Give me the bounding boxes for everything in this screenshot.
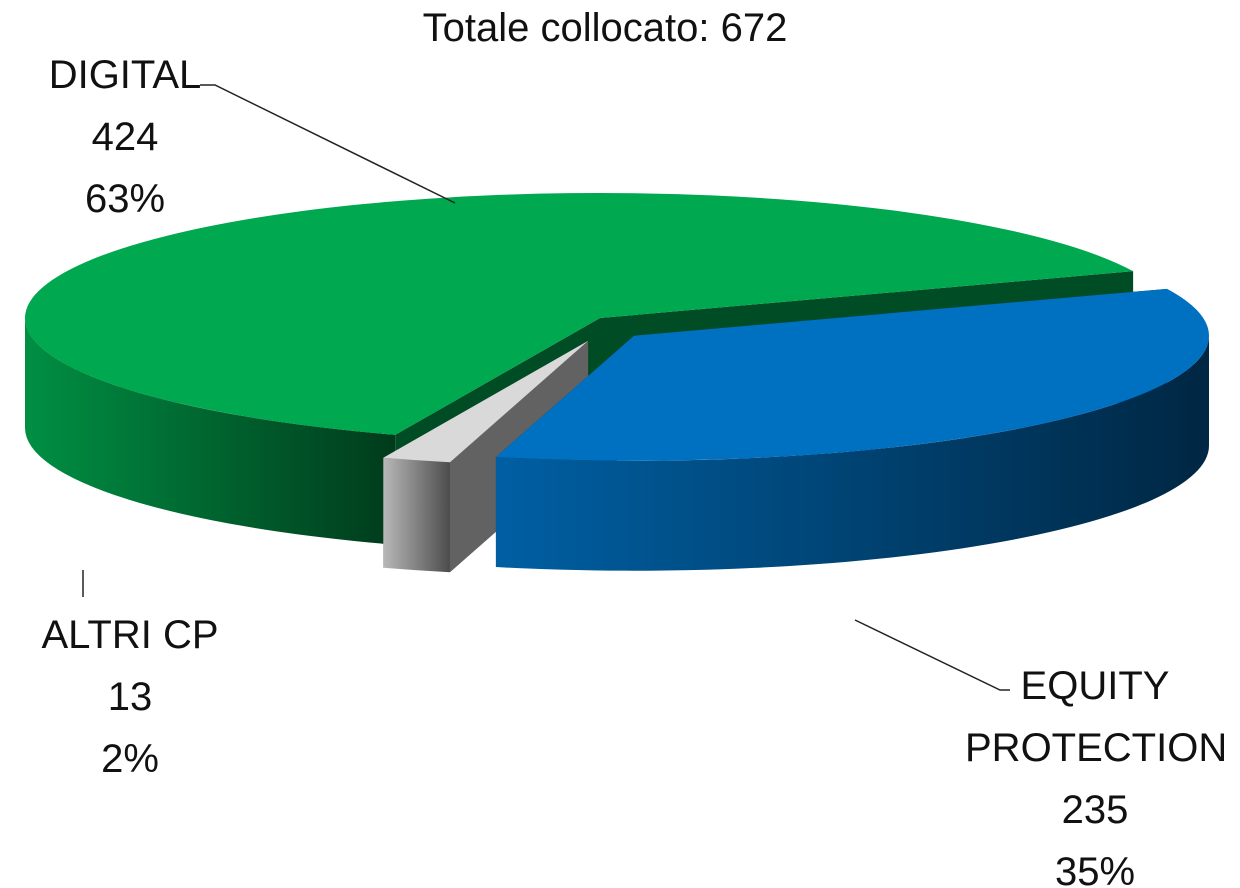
leader-line (200, 84, 456, 204)
label-name: DIGITAL (48, 53, 202, 97)
slice-side (383, 457, 450, 573)
slice (495, 288, 1209, 571)
chart-title: Totale collocato: 672 (422, 6, 788, 50)
label-percent: 2% (101, 737, 159, 781)
label-percent: 63% (84, 177, 166, 221)
slice-label: ALTRI CP 13 2% (20, 604, 240, 790)
slice-label: EQUITY PROTECTION 235 35% (965, 655, 1228, 888)
label-value: 13 (107, 675, 153, 719)
slice-top (25, 193, 1134, 435)
slice-side (25, 318, 396, 545)
label-value: 424 (91, 115, 159, 159)
leader-line (854, 619, 1010, 691)
label-value: 235 (1061, 788, 1129, 832)
slice-top (495, 288, 1209, 461)
slice-top (383, 340, 589, 463)
label-name: ALTRI CP (41, 613, 219, 657)
label-percent: 35% (1054, 850, 1136, 888)
label-name: EQUITY PROTECTION (965, 664, 1228, 770)
slice-label: DIGITAL 424 63% (10, 44, 240, 230)
slice-side (495, 335, 1209, 571)
